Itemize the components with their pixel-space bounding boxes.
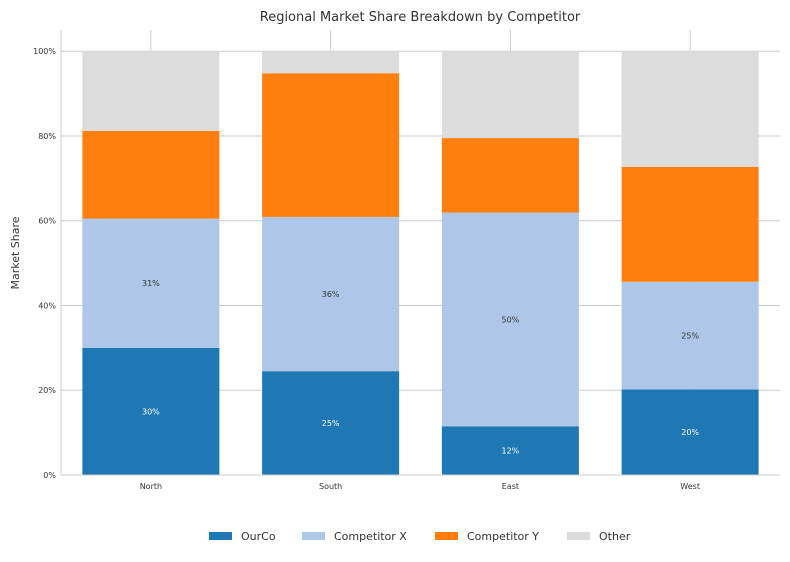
bar-segment <box>82 347 220 475</box>
data-label: 36% <box>322 290 340 299</box>
y-tick-label: 40% <box>38 301 56 310</box>
bar-segment <box>82 51 220 131</box>
y-tick-label: 100% <box>33 47 56 56</box>
bar-segment <box>441 426 579 475</box>
data-label: 30% <box>142 407 160 416</box>
bar-segment <box>262 216 400 372</box>
legend-label: Other <box>599 530 631 543</box>
legend-swatch <box>302 532 325 540</box>
y-tick-label: 0% <box>43 471 56 480</box>
bar-segment <box>262 51 400 74</box>
legend-swatch <box>209 532 232 540</box>
legend: OurCo Competitor X Competitor Y Other <box>209 530 631 543</box>
y-tick-label: 60% <box>38 217 56 226</box>
data-label: 25% <box>681 332 699 341</box>
bar-segment <box>82 130 220 219</box>
y-tick-label: 20% <box>38 386 56 395</box>
x-tick-label: West <box>680 482 700 491</box>
x-tick-label: North <box>140 482 162 491</box>
bar-segment <box>441 51 579 139</box>
bar-segment <box>621 281 759 390</box>
legend-label: Competitor Y <box>467 530 539 543</box>
bar-segment <box>262 73 400 217</box>
legend-swatch <box>567 532 590 540</box>
data-label: 12% <box>501 447 519 456</box>
legend-swatch <box>435 532 458 540</box>
data-label: 50% <box>501 315 519 324</box>
bar-segment <box>621 166 759 282</box>
bar-segment <box>262 371 400 475</box>
legend-label: Competitor X <box>334 530 407 543</box>
bar-segment <box>621 51 759 167</box>
y-tick-label: 80% <box>38 132 56 141</box>
data-label: 31% <box>142 279 160 288</box>
legend-label: OurCo <box>241 530 276 543</box>
x-tick-label: East <box>502 482 519 491</box>
chart-title: Regional Market Share Breakdown by Compe… <box>260 10 581 25</box>
bar-segment <box>82 218 220 348</box>
y-axis-label: Market Share <box>9 216 22 289</box>
data-label: 25% <box>322 419 340 428</box>
x-tick-label: South <box>319 482 342 491</box>
data-label: 20% <box>681 428 699 437</box>
bar-segment <box>621 389 759 475</box>
bar-segment <box>441 138 579 213</box>
bar-segment <box>441 212 579 427</box>
